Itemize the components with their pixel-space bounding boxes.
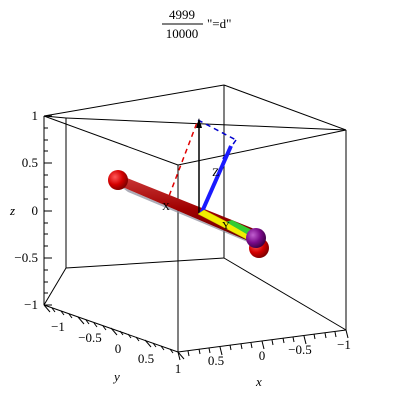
title-numerator: 4999	[169, 7, 195, 22]
z-tick-label: 0.5	[22, 155, 38, 170]
y-axis	[43, 304, 185, 360]
x-tick-label: 0	[259, 348, 266, 363]
title-denominator: 10000	[166, 26, 199, 41]
x-tick-label: −1	[337, 337, 351, 352]
y-axis-label: y	[112, 369, 120, 384]
y-vector-label: Y	[222, 220, 230, 232]
sphere-left	[108, 170, 128, 190]
z-axis	[44, 115, 52, 306]
arrow-head-icon	[196, 118, 202, 128]
y-tick-label: 0	[115, 341, 122, 356]
z-axis-label: z	[9, 203, 15, 218]
x-tick-label: 0.5	[208, 353, 224, 368]
x-vector-label: X	[162, 201, 170, 213]
sphere-right-front	[246, 228, 266, 248]
y-tick-label: −1	[51, 319, 65, 334]
x-tick-label: −0.5	[288, 342, 312, 357]
z-vector	[199, 145, 233, 215]
y-tick-label: 1	[175, 361, 182, 376]
plot-title: 4999 10000 "=d"	[162, 7, 231, 41]
x-axis	[177, 329, 349, 361]
z-tick-label: −1	[24, 297, 38, 312]
z-tick-label: −0.5	[14, 250, 38, 265]
z-tick-label: 1	[32, 108, 39, 123]
z-vector-label: Z	[212, 165, 219, 179]
rod	[112, 172, 262, 248]
x-axis-label: x	[255, 374, 262, 389]
title-suffix: "=d"	[207, 16, 231, 31]
z-tick-label: 0	[32, 203, 39, 218]
y-tick-label: 0.5	[138, 351, 154, 366]
y-tick-label: −0.5	[78, 330, 102, 345]
